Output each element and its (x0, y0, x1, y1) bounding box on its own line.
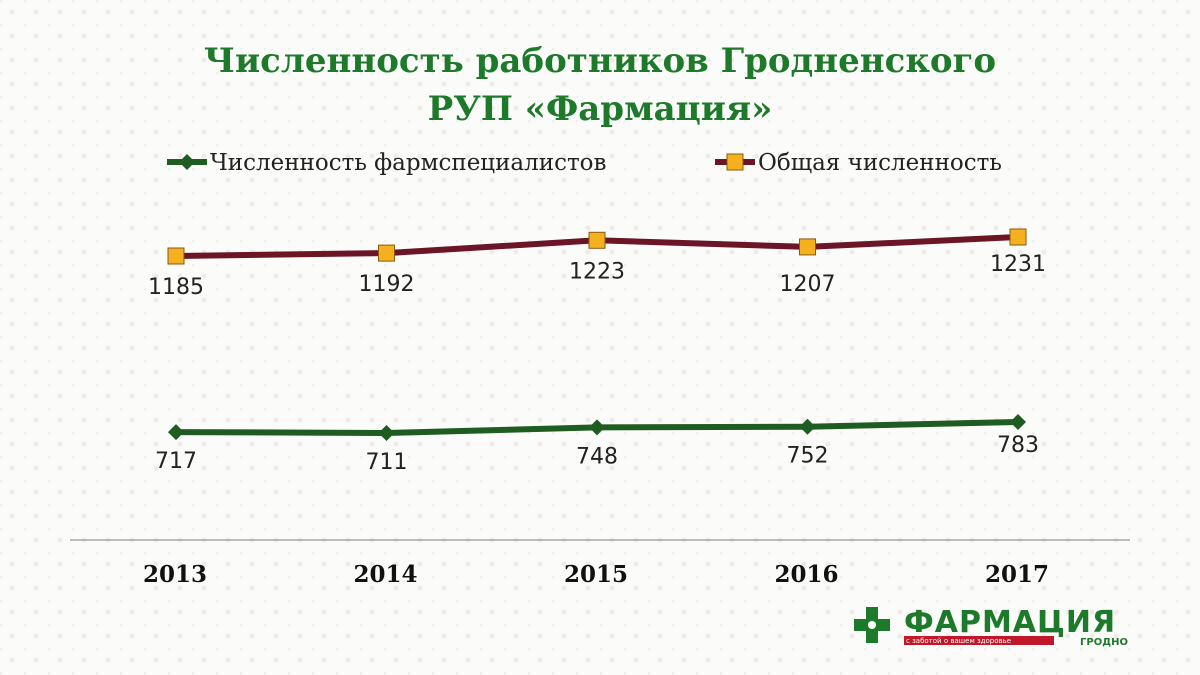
logo-city: ГРОДНО (1080, 637, 1128, 648)
x-tick-label-2013: 2013 (143, 561, 207, 588)
data-point-total-2014 (378, 244, 395, 262)
data-point-specialists-2013 (168, 424, 184, 441)
company-logo: ФАРМАЦИЯ с заботой о вашем здоровье ГРОД… (854, 605, 1128, 648)
data-label-specialists-2013: 717 (155, 449, 197, 474)
data-point-specialists-2016 (799, 418, 816, 435)
data-point-total-2017 (1009, 228, 1027, 246)
pharmacy-cross-icon (854, 607, 890, 643)
legend: Численность фармспециалистов Общая числе… (167, 150, 1002, 176)
data-label-total-2017: 1231 (990, 252, 1046, 277)
data-label-specialists-2017: 783 (997, 433, 1039, 458)
data-point-specialists-2015 (589, 419, 605, 436)
x-tick-label-2016: 2016 (774, 561, 838, 588)
legend-item-specialists: Численность фармспециалистов (167, 150, 606, 176)
logo-tagline-bar (904, 636, 1054, 645)
data-label-specialists-2015: 748 (576, 444, 618, 469)
logo-name: ФАРМАЦИЯ (904, 605, 1116, 640)
data-label-total-2014: 1192 (359, 272, 415, 297)
data-label-total-2016: 1207 (780, 272, 836, 297)
x-axis-ticks: 2013 2014 2015 2016 2017 (143, 561, 1049, 588)
data-label-specialists-2014: 711 (366, 450, 408, 475)
square-marker-icon (726, 153, 744, 171)
data-point-total-2015 (588, 231, 606, 249)
chart-title-line-2: РУП «Фармация» (428, 89, 773, 129)
data-point-total-2016 (799, 238, 816, 256)
x-tick-label-2015: 2015 (564, 561, 628, 588)
data-point-specialists-2014 (378, 425, 395, 441)
legend-label-total: Общая численность (758, 150, 1002, 176)
x-tick-label-2017: 2017 (985, 561, 1049, 588)
legend-item-total: Общая численность (715, 150, 1002, 176)
plot-area: 717 711 748 752 783 1185 1192 1223 1207 1231 (148, 228, 1046, 475)
x-tick-label-2014: 2014 (353, 561, 417, 588)
legend-label-specialists: Численность фармспециалистов (210, 150, 606, 176)
chart-title-line-1: Численность работников Гродненского (204, 41, 996, 81)
data-point-total-2013 (167, 247, 185, 265)
data-label-specialists-2016: 752 (787, 444, 829, 469)
data-point-specialists-2017 (1010, 414, 1026, 430)
data-label-total-2013: 1185 (148, 275, 204, 300)
logo-tagline: с заботой о вашем здоровье (906, 637, 1011, 645)
data-label-total-2015: 1223 (569, 259, 625, 284)
diamond-marker-icon (179, 154, 195, 170)
